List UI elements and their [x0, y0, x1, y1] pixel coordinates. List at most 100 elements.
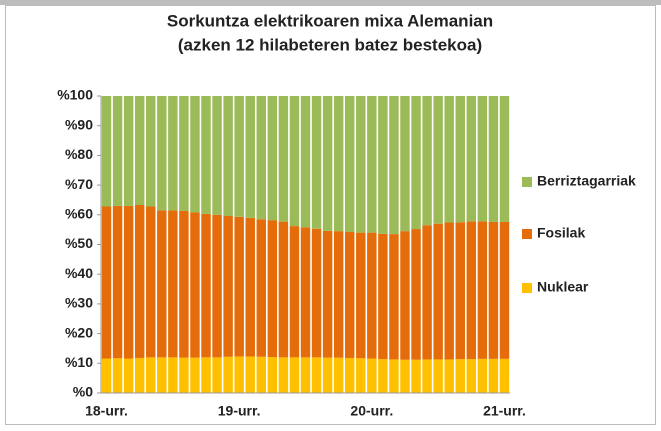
bar-segment	[245, 356, 255, 393]
bar-segment	[333, 357, 344, 393]
y-tick-label: %0	[73, 384, 93, 400]
legend-swatch	[522, 177, 532, 187]
y-tick-label: %50	[65, 235, 93, 251]
bar-segment	[466, 96, 477, 222]
bar-segment	[256, 96, 267, 220]
y-tick-label: %70	[65, 176, 93, 192]
bar-segment	[134, 204, 145, 358]
bar-segment	[322, 230, 333, 358]
bar-segment	[289, 357, 300, 393]
bar-segment	[223, 215, 233, 357]
chart-title: Sorkuntza elektrikoaren mixa Alemanian	[167, 11, 493, 30]
x-tick-label: 18-urr.	[85, 403, 128, 419]
x-tick-label: 19-urr.	[218, 403, 261, 419]
legend-label: Berriztagarriak	[537, 173, 636, 189]
bar-segment	[455, 96, 465, 223]
bar-segment	[444, 222, 454, 360]
bar-segment	[101, 206, 112, 359]
y-tick-label: %100	[57, 87, 93, 103]
bar-segment	[289, 226, 300, 358]
bar-segment	[267, 220, 278, 358]
bar-segment	[499, 221, 510, 359]
bar-segment	[223, 96, 233, 216]
x-tick-label: 20-urr.	[350, 403, 393, 419]
bar-segment	[477, 221, 488, 359]
bar-segment	[168, 357, 178, 393]
bar-segment	[146, 96, 156, 207]
bar-segment	[466, 359, 477, 393]
legend-label: Nuklear	[537, 279, 589, 295]
y-tick-label: %80	[65, 146, 93, 162]
bar-segment	[101, 96, 112, 207]
bar-segment	[422, 96, 432, 226]
bar-segment	[422, 359, 432, 393]
bar-segment	[433, 359, 443, 393]
bar-segment	[179, 96, 189, 211]
bar-segment	[212, 357, 222, 393]
bar-segment	[311, 228, 322, 358]
bar-segment	[123, 205, 134, 359]
bar-segment	[256, 356, 267, 393]
bar-segment	[123, 358, 134, 393]
bar-segment	[356, 232, 366, 359]
legend-swatch	[522, 283, 532, 293]
y-tick-label: %40	[65, 265, 93, 281]
bar-segment	[411, 96, 421, 230]
bar-segment	[190, 96, 200, 213]
bar-segment	[411, 359, 421, 393]
y-tick-label: %90	[65, 116, 93, 132]
bar-segment	[433, 96, 443, 224]
bar-segment	[488, 358, 499, 393]
bar-segment	[212, 96, 222, 215]
bar-segment	[499, 358, 510, 393]
bar-segment	[278, 96, 289, 222]
bar-segment	[112, 96, 123, 206]
bar-segment	[344, 232, 355, 358]
bar-segment	[201, 96, 211, 214]
bar-segment	[157, 96, 167, 211]
bar-segment	[168, 96, 178, 211]
bar-segment	[422, 225, 432, 360]
bar-segment	[190, 212, 200, 358]
bar-segment	[477, 96, 488, 222]
bar-segment	[488, 221, 499, 359]
bar-segment	[146, 357, 156, 393]
bar-segment	[179, 357, 189, 393]
bar-segment	[101, 358, 112, 393]
bar-segment	[245, 217, 255, 357]
bar-segment	[146, 206, 156, 358]
bar-segment	[157, 357, 167, 393]
bar-segment	[389, 359, 399, 393]
top-bar	[0, 0, 661, 5]
y-tick-label: %30	[65, 295, 93, 311]
bar-segment	[112, 358, 123, 393]
bar-segment	[168, 210, 178, 358]
y-tick-label: %60	[65, 206, 93, 222]
bar-segment	[234, 216, 244, 357]
bar-segment	[378, 233, 388, 360]
bar-segment	[223, 356, 233, 393]
bar-segment	[300, 357, 311, 393]
bar-segment	[356, 96, 366, 233]
bar-segment	[311, 357, 322, 393]
bar-segment	[179, 210, 189, 358]
bar-segment	[344, 96, 355, 233]
bar-segment	[157, 210, 167, 358]
bar-segment	[356, 358, 366, 393]
bar-segment	[190, 357, 200, 393]
bar-segment	[267, 357, 278, 393]
bar-segment	[300, 227, 311, 358]
chart-subtitle: (azken 12 hilabeteren batez bestekoa)	[178, 35, 482, 54]
bar-segment	[389, 96, 399, 235]
bar-segment	[212, 214, 222, 358]
bar-segment	[201, 213, 211, 358]
bar-segment	[444, 359, 454, 393]
bar-segment	[477, 358, 488, 393]
bar-segment	[367, 358, 377, 393]
bar-segment	[400, 96, 410, 232]
bar-segment	[378, 96, 388, 234]
bar-segment	[333, 96, 344, 232]
bar-segment	[234, 356, 244, 393]
bar-segment	[134, 357, 145, 393]
